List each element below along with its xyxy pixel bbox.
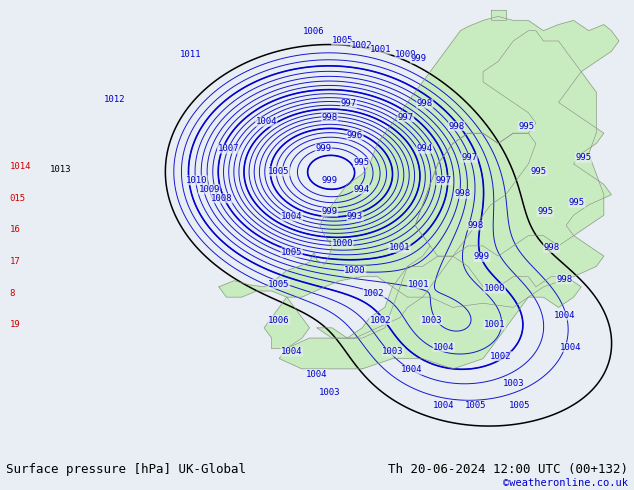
Text: 19: 19 <box>10 320 20 329</box>
Text: 1000: 1000 <box>332 239 353 248</box>
Polygon shape <box>317 133 536 338</box>
Polygon shape <box>279 256 581 369</box>
Text: 1008: 1008 <box>211 194 233 203</box>
Polygon shape <box>264 297 309 348</box>
Text: 998: 998 <box>467 221 484 230</box>
Text: 1004: 1004 <box>281 347 302 356</box>
Text: 1001: 1001 <box>389 244 410 252</box>
Text: 1005: 1005 <box>509 401 531 410</box>
Text: 999: 999 <box>410 54 427 63</box>
Text: 1002: 1002 <box>370 316 391 324</box>
Text: 1000: 1000 <box>395 49 417 59</box>
Text: ©weatheronline.co.uk: ©weatheronline.co.uk <box>503 478 628 488</box>
Text: 1005: 1005 <box>268 167 290 176</box>
Text: 1001: 1001 <box>370 45 391 54</box>
Text: 993: 993 <box>347 212 363 221</box>
Text: 998: 998 <box>455 189 471 198</box>
Text: 999: 999 <box>321 176 338 185</box>
Text: 16: 16 <box>10 225 20 234</box>
Text: 999: 999 <box>315 144 332 153</box>
Text: 1013: 1013 <box>49 165 71 173</box>
Text: 1000: 1000 <box>344 266 366 275</box>
Text: 1003: 1003 <box>382 347 404 356</box>
Text: 997: 997 <box>436 176 452 185</box>
Polygon shape <box>219 16 619 307</box>
Text: 8: 8 <box>10 289 15 297</box>
Text: 1004: 1004 <box>281 212 302 221</box>
Text: Th 20-06-2024 12:00 UTC (00+132): Th 20-06-2024 12:00 UTC (00+132) <box>387 463 628 476</box>
Text: Surface pressure [hPa] UK-Global: Surface pressure [hPa] UK-Global <box>6 463 247 476</box>
Text: 1004: 1004 <box>560 343 581 352</box>
Text: 1012: 1012 <box>103 95 125 104</box>
Text: 995: 995 <box>569 198 585 207</box>
Text: 998: 998 <box>448 122 465 131</box>
Text: 997: 997 <box>398 113 414 122</box>
Text: 1005: 1005 <box>281 248 302 257</box>
Text: 015: 015 <box>10 194 25 203</box>
Text: 1001: 1001 <box>408 279 429 289</box>
Text: 1005: 1005 <box>268 279 290 289</box>
Text: 999: 999 <box>474 252 490 262</box>
Text: 1003: 1003 <box>319 388 340 397</box>
Text: 1010: 1010 <box>186 176 207 185</box>
Text: 1005: 1005 <box>465 401 486 410</box>
Text: 1005: 1005 <box>332 36 353 45</box>
Text: 997: 997 <box>340 99 357 108</box>
Text: 1009: 1009 <box>198 185 220 194</box>
Text: 998: 998 <box>321 113 338 122</box>
Text: 1003: 1003 <box>420 316 442 324</box>
Text: 1006: 1006 <box>268 316 290 324</box>
Text: 996: 996 <box>347 131 363 140</box>
Text: 999: 999 <box>321 207 338 217</box>
Text: 1004: 1004 <box>256 117 277 126</box>
Text: 1011: 1011 <box>179 49 201 59</box>
Text: 995: 995 <box>575 153 592 162</box>
Text: 1001: 1001 <box>484 320 505 329</box>
Text: 1002: 1002 <box>363 289 385 297</box>
Text: 1004: 1004 <box>433 401 455 410</box>
Text: 1007: 1007 <box>217 144 239 153</box>
Text: 998: 998 <box>417 99 433 108</box>
Text: 1003: 1003 <box>503 379 524 388</box>
Text: 1000: 1000 <box>484 284 505 293</box>
Polygon shape <box>491 10 506 21</box>
Polygon shape <box>415 31 604 256</box>
Text: 995: 995 <box>518 122 534 131</box>
Text: 1014: 1014 <box>10 162 31 171</box>
Text: 1004: 1004 <box>401 365 423 374</box>
Text: 1004: 1004 <box>306 369 328 379</box>
Text: 994: 994 <box>417 144 433 153</box>
Text: 17: 17 <box>10 257 20 266</box>
Text: 994: 994 <box>353 185 370 194</box>
Text: 997: 997 <box>461 153 477 162</box>
Text: 1004: 1004 <box>433 343 455 352</box>
Text: 995: 995 <box>537 207 553 217</box>
Text: 1002: 1002 <box>490 352 512 361</box>
Text: 1004: 1004 <box>553 311 575 320</box>
Text: 1006: 1006 <box>303 27 325 36</box>
Text: 998: 998 <box>543 244 560 252</box>
Text: 995: 995 <box>353 158 370 167</box>
Text: 995: 995 <box>531 167 547 176</box>
Text: 998: 998 <box>556 275 573 284</box>
Text: 1002: 1002 <box>351 41 372 49</box>
